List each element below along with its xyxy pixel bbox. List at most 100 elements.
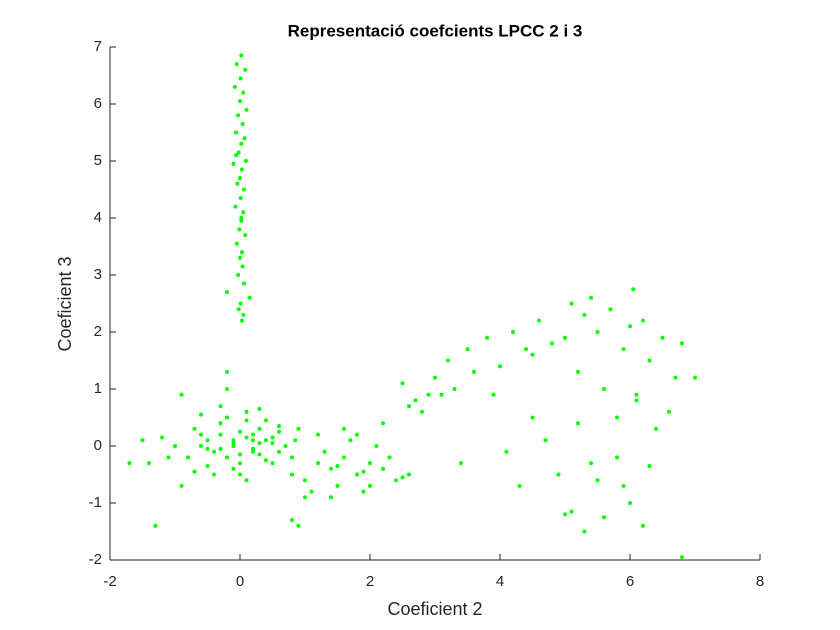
scatter-point bbox=[264, 438, 268, 443]
scatter-point bbox=[192, 426, 197, 431]
scatter-point bbox=[394, 478, 398, 483]
scatter-point bbox=[251, 438, 255, 443]
scatter-point bbox=[316, 432, 320, 437]
scatter-point bbox=[241, 187, 246, 192]
scatter-point bbox=[241, 312, 246, 317]
scatter-point bbox=[628, 501, 632, 505]
y-tick-label: -1 bbox=[89, 494, 102, 511]
scatter-point bbox=[239, 53, 244, 58]
scatter-point bbox=[293, 438, 298, 443]
scatter-point bbox=[290, 455, 294, 460]
scatter-point bbox=[212, 472, 216, 477]
scatter-point bbox=[199, 444, 203, 448]
scatter-point bbox=[270, 435, 275, 440]
scatter-point bbox=[582, 529, 587, 534]
scatter-point bbox=[270, 441, 275, 446]
scatter-point bbox=[647, 358, 652, 363]
scatter-point bbox=[218, 432, 223, 437]
scatter-point bbox=[309, 489, 314, 494]
scatter-point bbox=[235, 181, 240, 186]
scatter-point bbox=[316, 461, 320, 466]
scatter-point bbox=[641, 318, 645, 323]
scatter-point bbox=[342, 455, 346, 460]
scatter-point bbox=[368, 461, 372, 466]
scatter-point bbox=[615, 455, 619, 460]
scatter-point bbox=[589, 461, 593, 466]
scatter-point bbox=[433, 375, 437, 380]
scatter-point bbox=[504, 449, 509, 454]
scatter-point bbox=[517, 483, 522, 488]
scatter-point bbox=[472, 369, 476, 374]
scatter-point bbox=[236, 113, 241, 118]
scatter-point bbox=[576, 421, 580, 426]
scatter-point bbox=[192, 469, 197, 474]
scatter-point bbox=[241, 90, 246, 95]
scatter-point bbox=[569, 509, 574, 514]
scatter-point bbox=[335, 463, 340, 468]
scatter-point bbox=[239, 216, 244, 220]
scatter-point bbox=[236, 307, 241, 312]
scatter-point bbox=[225, 387, 229, 391]
scatter-point bbox=[264, 458, 268, 463]
scatter-point bbox=[257, 452, 262, 457]
scatter-point bbox=[660, 335, 665, 340]
scatter-point bbox=[290, 518, 294, 523]
scatter-point bbox=[420, 409, 424, 414]
scatter-point bbox=[511, 330, 515, 334]
scatter-point bbox=[361, 489, 366, 494]
scatter-point bbox=[595, 478, 600, 483]
x-axis-label: Coeficient 2 bbox=[387, 599, 482, 619]
scatter-point bbox=[342, 426, 346, 431]
scatter-point bbox=[234, 241, 239, 246]
scatter-point bbox=[238, 429, 242, 434]
scatter-point bbox=[569, 301, 574, 306]
scatter-point bbox=[238, 196, 243, 201]
scatter-point bbox=[205, 438, 210, 443]
scatter-point bbox=[556, 472, 561, 477]
scatter-point bbox=[426, 392, 431, 397]
scatter-point bbox=[257, 441, 262, 446]
x-tick-label: 6 bbox=[626, 573, 634, 590]
scatter-point bbox=[530, 415, 535, 420]
scatter-point bbox=[329, 466, 333, 471]
scatter-point bbox=[631, 287, 636, 292]
scatter-point bbox=[225, 290, 229, 295]
scatter-point bbox=[218, 404, 223, 409]
scatter-point bbox=[452, 387, 457, 391]
scatter-point bbox=[582, 312, 587, 317]
scatter-point bbox=[244, 409, 249, 414]
scatter-point bbox=[166, 455, 171, 460]
scatter-point bbox=[238, 176, 242, 181]
scatter-point bbox=[237, 227, 242, 232]
scatter-point bbox=[238, 472, 242, 477]
scatter-point bbox=[680, 555, 684, 560]
scatter-point bbox=[244, 435, 249, 440]
scatter-point bbox=[277, 424, 281, 429]
scatter-point bbox=[634, 398, 639, 403]
scatter-point bbox=[673, 375, 678, 380]
scatter-point bbox=[439, 392, 444, 397]
scatter-point bbox=[241, 281, 246, 286]
scatter-point bbox=[233, 204, 238, 209]
scatter-point bbox=[244, 418, 249, 423]
scatter-point bbox=[239, 167, 244, 172]
scatter-point bbox=[550, 341, 554, 346]
y-tick-label: 5 bbox=[94, 152, 102, 169]
scatter-point bbox=[283, 444, 288, 448]
scatter-point bbox=[602, 515, 606, 520]
scatter-point bbox=[205, 446, 210, 451]
scatter-point bbox=[621, 347, 626, 352]
scatter-point bbox=[153, 523, 158, 528]
scatter-point bbox=[634, 392, 639, 397]
scatter-point bbox=[693, 375, 697, 380]
scatter-point bbox=[407, 472, 411, 477]
scatter-point bbox=[335, 483, 340, 488]
chart-title: Representació coefcients LPCC 2 i 3 bbox=[288, 21, 583, 40]
scatter-point bbox=[446, 358, 450, 363]
x-tick-label: 4 bbox=[496, 573, 504, 590]
scatter-point bbox=[355, 472, 359, 477]
scatter-point bbox=[361, 469, 366, 474]
scatter-point bbox=[290, 472, 294, 477]
scatter-point bbox=[322, 449, 327, 454]
scatter-point bbox=[355, 432, 359, 437]
